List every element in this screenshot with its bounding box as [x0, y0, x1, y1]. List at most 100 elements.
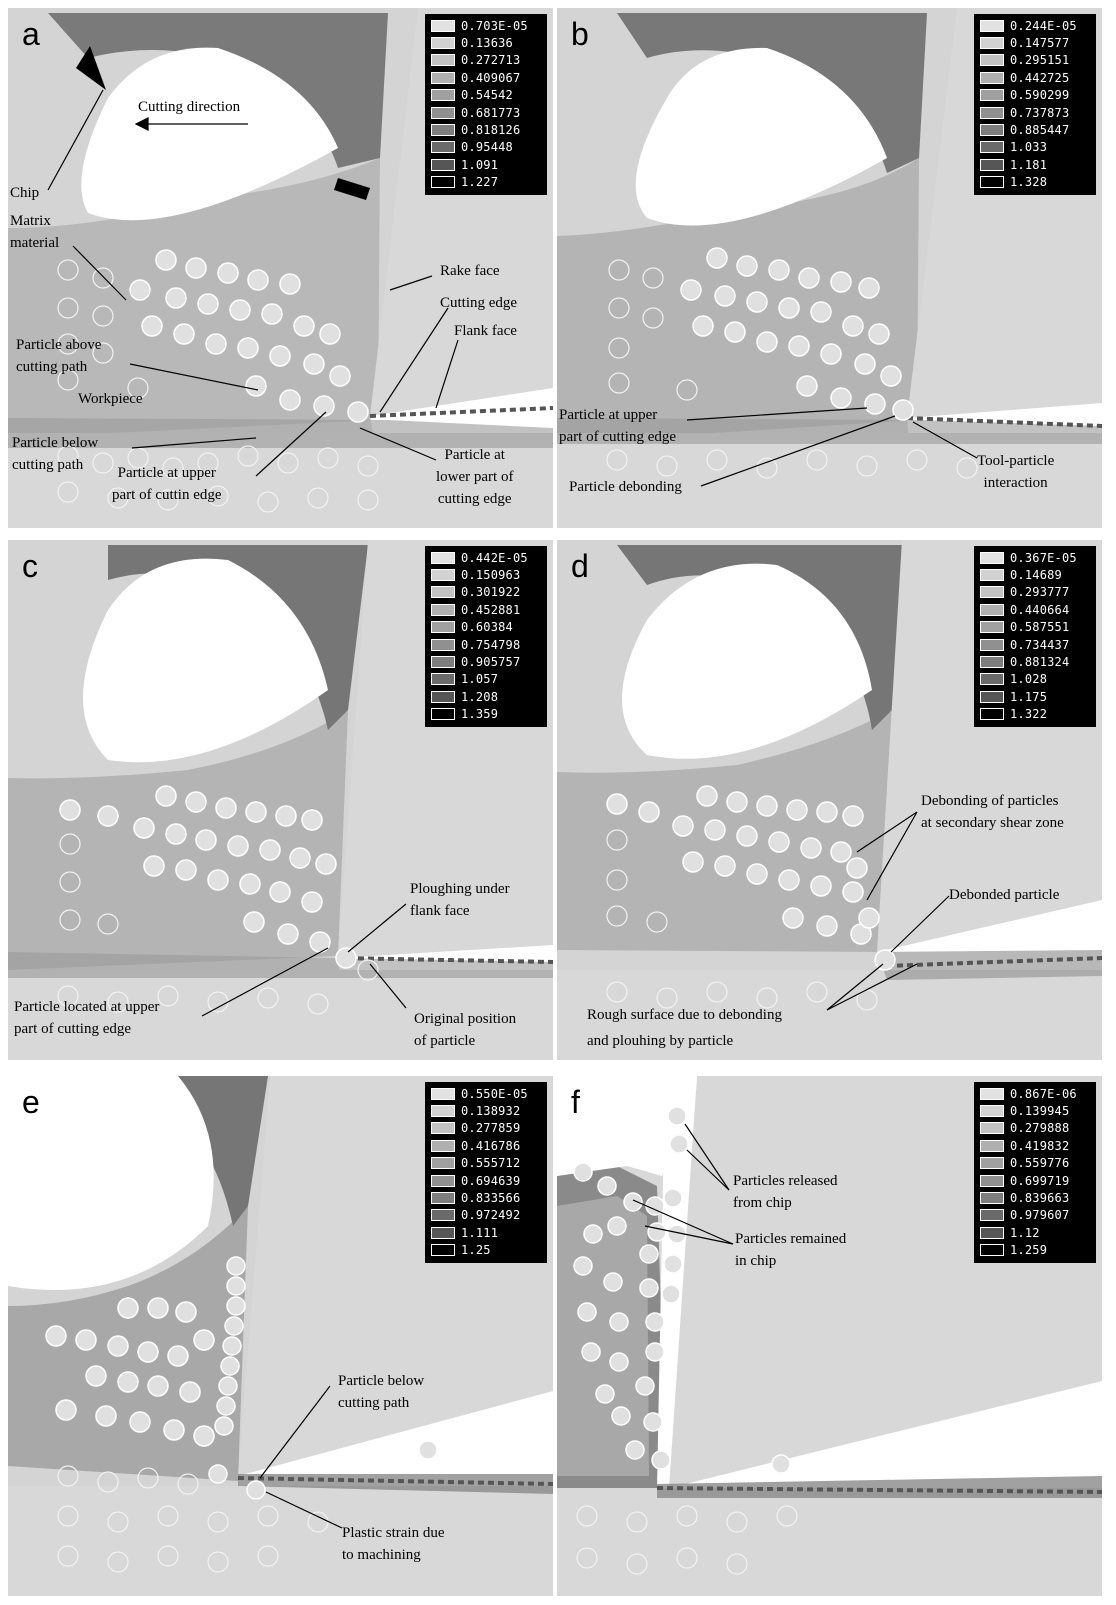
legend-row: 0.839663 — [980, 1189, 1092, 1206]
label-particle-below: Particle below cutting path — [338, 1373, 425, 1411]
panel-letter: f — [571, 1084, 580, 1120]
legend-value: 0.272713 — [461, 53, 521, 68]
legend-row: 0.14689 — [980, 566, 1092, 583]
legend-value: 0.95448 — [461, 140, 513, 155]
particles — [59, 785, 357, 969]
legend-row: 0.694639 — [431, 1172, 543, 1189]
legend-row: 0.737873 — [980, 104, 1092, 121]
label-particle-below: Particle below cutting path — [12, 435, 99, 473]
annotation-lines — [47, 89, 459, 477]
legend-value: 0.590299 — [1010, 88, 1070, 103]
label-particle-upper: Particle at upper part of cutting edge — [559, 407, 677, 445]
legend-row: 0.699719 — [980, 1172, 1092, 1189]
legend-swatch — [980, 1244, 1004, 1257]
legend-value: 0.150963 — [461, 568, 521, 583]
legend-row: 0.60384 — [431, 619, 543, 636]
legend-value: 0.367E-05 — [1010, 550, 1077, 565]
legend-value: 0.277859 — [461, 1121, 521, 1136]
legend-swatch — [431, 551, 455, 564]
legend-row: 0.867E-06 — [980, 1085, 1092, 1102]
legend-row: 1.328 — [980, 174, 1092, 191]
strain-legend: 0.442E-05 0.150963 0.301922 0.452881 0.60384… — [425, 546, 547, 727]
legend-swatch — [431, 176, 455, 189]
label-particle-above: Particle above cutting path — [16, 337, 102, 375]
legend-row: 0.681773 — [431, 104, 543, 121]
annotation-lines — [826, 811, 950, 1011]
legend-value: 0.867E-06 — [1010, 1086, 1077, 1101]
legend-swatch — [431, 673, 455, 686]
panel-letter: d — [571, 548, 589, 584]
legend-value: 1.091 — [461, 157, 499, 172]
legend-value: 0.694639 — [461, 1173, 521, 1188]
legend-row: 1.033 — [980, 139, 1092, 156]
legend-value: 0.818126 — [461, 123, 521, 138]
legend-value: 1.12 — [1010, 1225, 1040, 1240]
legend-value: 0.550E-05 — [461, 1086, 528, 1101]
legend-value: 0.139945 — [1010, 1104, 1070, 1119]
legend-value: 1.111 — [461, 1225, 499, 1240]
label-particle-located: Particle located at upper part of cuttin… — [14, 999, 160, 1037]
legend-swatch — [980, 656, 1004, 669]
legend-row: 0.293777 — [980, 584, 1092, 601]
legend-value: 0.416786 — [461, 1138, 521, 1153]
legend-swatch — [980, 1139, 1004, 1152]
legend-row: 0.972492 — [431, 1207, 543, 1224]
legend-value: 1.359 — [461, 707, 499, 722]
panel-c: c 0.442E-05 0.150963 0.301922 0.452881 0.603… — [8, 540, 553, 1060]
legend-value: 1.208 — [461, 689, 499, 704]
legend-row: 0.95448 — [431, 139, 543, 156]
legend-swatch — [980, 690, 1004, 703]
legend-row: 0.295151 — [980, 52, 1092, 69]
legend-swatch — [431, 124, 455, 137]
strain-legend: 0.703E-05 0.13636 0.272713 0.409067 0.54542 0… — [425, 14, 547, 195]
legend-swatch — [980, 89, 1004, 102]
legend-row: 1.227 — [431, 174, 543, 191]
label-particle-lower: Particle at lower part of cutting edge — [436, 447, 514, 507]
strain-legend: 0.244E-05 0.147577 0.295151 0.442725 0.59029… — [974, 14, 1096, 195]
annotation-lines — [201, 903, 407, 1017]
legend-value: 0.244E-05 — [1010, 18, 1077, 33]
legend-row: 0.881324 — [980, 653, 1092, 670]
legend-swatch — [980, 621, 1004, 634]
particles — [45, 1256, 438, 1500]
legend-row: 0.442725 — [980, 69, 1092, 86]
legend-swatch — [980, 71, 1004, 84]
legend-row: 0.301922 — [431, 584, 543, 601]
annotation-lines — [259, 1385, 343, 1529]
legend-value: 0.54542 — [461, 88, 513, 103]
legend-value: 0.737873 — [1010, 105, 1070, 120]
legend-value: 1.227 — [461, 175, 499, 190]
legend-value: 0.295151 — [1010, 53, 1070, 68]
legend-swatch — [431, 569, 455, 582]
label-tool-particle-interaction: Tool-particle interaction — [977, 453, 1055, 491]
legend-swatch — [980, 106, 1004, 119]
legend-swatch — [431, 1244, 455, 1257]
legend-row: 0.54542 — [431, 87, 543, 104]
legend-swatch — [431, 1087, 455, 1100]
legend-value: 0.279888 — [1010, 1121, 1070, 1136]
legend-swatch — [431, 19, 455, 32]
legend-row: 1.175 — [980, 688, 1092, 705]
legend-row: 0.833566 — [431, 1189, 543, 1206]
legend-value: 0.839663 — [1010, 1191, 1070, 1206]
legend-value: 0.147577 — [1010, 36, 1070, 51]
legend-value: 0.979607 — [1010, 1208, 1070, 1223]
legend-value: 0.681773 — [461, 105, 521, 120]
legend-swatch — [980, 1174, 1004, 1187]
legend-row: 0.409067 — [431, 69, 543, 86]
label-flank-face: Flank face — [454, 323, 517, 339]
legend-swatch — [980, 586, 1004, 599]
legend-row: 1.25 — [431, 1242, 543, 1259]
legend-row: 0.272713 — [431, 52, 543, 69]
legend-row: 0.885447 — [980, 121, 1092, 138]
label-plastic-strain: Plastic strain due to machining — [342, 1525, 445, 1563]
label-particle-upper: Particle at upper part of cuttin edge — [112, 465, 222, 503]
legend-row: 0.905757 — [431, 653, 543, 670]
legend-row: 0.150963 — [431, 566, 543, 583]
legend-swatch — [431, 603, 455, 616]
panel-f: f 0.867E-06 0.139945 0.279888 0.419832 0.559… — [557, 1076, 1102, 1596]
legend-value: 0.442725 — [1010, 70, 1070, 85]
annotation-lines — [632, 1123, 734, 1245]
particles — [573, 1106, 791, 1474]
legend-row: 0.419832 — [980, 1137, 1092, 1154]
